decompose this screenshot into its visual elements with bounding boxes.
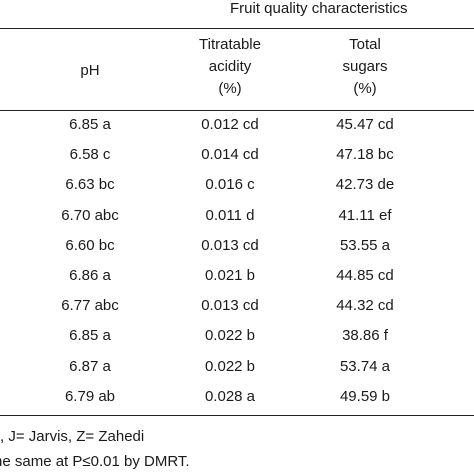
cell-ph: 6.70 abc	[61, 206, 119, 224]
cell-ph: 6.79 ab	[64, 387, 116, 405]
table-row: 6.85 a 0.012 cd 45.47 cd	[0, 111, 474, 141]
cell-titratable-acidity: 0.028 a	[204, 387, 256, 405]
cell-titratable-acidity: 0.022 b	[204, 327, 256, 345]
column-header-line: Titratable	[199, 36, 261, 53]
cell-ph: 6.86 a	[69, 266, 111, 284]
cell-titratable-acidity: 0.013 cd	[201, 297, 259, 315]
footnote-cultivars: , J= Jarvis, Z= Zahedi	[0, 428, 145, 445]
cell-total-sugars: 45.47 cd	[336, 116, 394, 133]
table-row: 6.87 a 0.022 b 53.74 a	[0, 353, 474, 383]
column-header-line: acidity	[208, 58, 252, 75]
column-header-line: Total	[349, 36, 381, 53]
cell-total-sugars: 44.85 cd	[336, 266, 394, 284]
cell-total-sugars: 44.32 cd	[336, 297, 394, 315]
cell-titratable-acidity: 0.013 cd	[201, 236, 259, 254]
table-group-header: Fruit quality characteristics	[230, 0, 408, 17]
table-row: 6.70 abc 0.011 d 41.11 ef	[0, 202, 474, 232]
column-header-ph: pH	[45, 60, 135, 82]
cell-ph: 6.87 a	[69, 357, 111, 375]
cell-ph: 6.77 abc	[61, 297, 119, 315]
bottom-rule	[0, 415, 474, 416]
cell-titratable-acidity: 0.012 cd	[201, 116, 259, 133]
cell-titratable-acidity: 0.022 b	[204, 357, 256, 375]
cell-ph: 6.85 a	[69, 116, 111, 133]
cell-titratable-acidity: 0.016 c	[205, 176, 255, 194]
cell-titratable-acidity: 0.011 d	[205, 206, 255, 224]
table-body: 6.85 a 0.012 cd 45.47 cd 6.58 c 0.014 cd…	[0, 111, 474, 413]
cell-total-sugars: 41.11 ef	[338, 206, 392, 224]
cell-titratable-acidity: 0.014 cd	[201, 146, 259, 164]
column-header-line: (%)	[218, 80, 242, 97]
column-header-titratable-acidity: Titratable acidity (%)	[175, 34, 285, 100]
footnote-significance: he same at P≤0.01 by DMRT.	[0, 453, 190, 470]
table-row: 6.79 ab 0.028 a 49.59 b	[0, 383, 474, 413]
table-row: 6.60 bc 0.013 cd 53.55 a	[0, 232, 474, 262]
table-row: 6.85 a 0.022 b 38.86 f	[0, 322, 474, 352]
cell-ph: 6.60 bc	[65, 236, 115, 254]
cell-total-sugars: 49.59 b	[339, 387, 391, 405]
cell-total-sugars: 47.18 bc	[336, 146, 394, 164]
column-header-line: (%)	[353, 80, 377, 97]
cell-total-sugars: 53.74 a	[339, 357, 391, 375]
table-row: 6.86 a 0.021 b 44.85 cd	[0, 262, 474, 292]
cell-total-sugars: 53.55 a	[339, 236, 391, 254]
cell-ph: 6.85 a	[69, 327, 111, 345]
column-header-line: sugars	[342, 58, 388, 75]
column-header-total-sugars: Total sugars (%)	[300, 34, 430, 100]
cell-ph: 6.63 bc	[65, 176, 115, 194]
header-rule	[0, 110, 474, 111]
table-row: 6.58 c 0.014 cd 47.18 bc	[0, 141, 474, 171]
cell-total-sugars: 38.86 f	[342, 327, 388, 345]
table-row: 6.77 abc 0.013 cd 44.32 cd	[0, 292, 474, 322]
column-header-ph-line: pH	[80, 62, 100, 79]
cell-ph: 6.58 c	[69, 146, 111, 164]
cell-titratable-acidity: 0.021 b	[204, 266, 256, 284]
cell-total-sugars: 42.73 de	[335, 176, 395, 194]
table-row: 6.63 bc 0.016 c 42.73 de	[0, 171, 474, 201]
top-rule	[0, 28, 474, 29]
